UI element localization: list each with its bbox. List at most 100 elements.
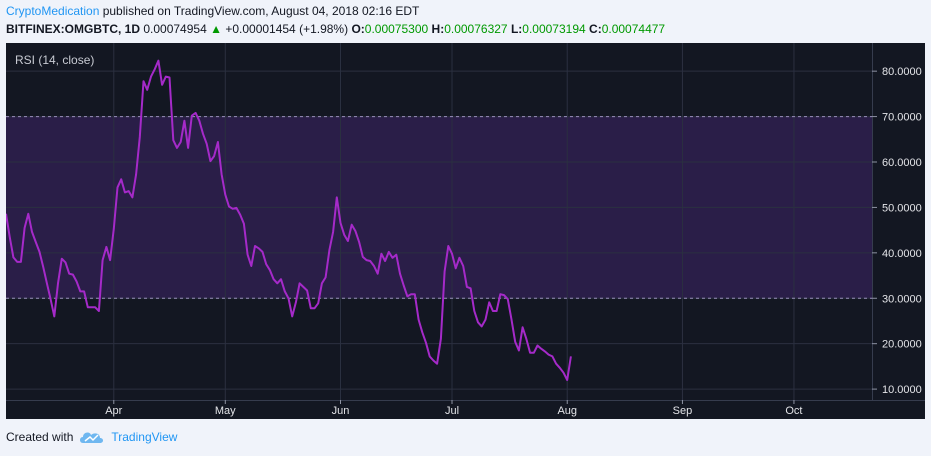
x-tick-label: Aug xyxy=(557,405,577,417)
rsi-point xyxy=(525,338,527,340)
rsi-point xyxy=(436,363,438,365)
rsi-chart[interactable]: 80.0000 70.0000 60.0000 50.0000 40.0000 30.00… xyxy=(5,43,925,419)
rsi-point xyxy=(403,285,405,287)
rsi-point xyxy=(544,350,546,352)
ticker-line: BITFINEX:OMGBTC, 1D 0.00074954 ▲ +0.0000… xyxy=(6,21,665,37)
rsi-point xyxy=(154,68,156,70)
rsi-point xyxy=(206,143,208,145)
rsi-point xyxy=(64,261,66,263)
rsi-point xyxy=(555,363,557,365)
rsi-point xyxy=(146,89,148,91)
close-label: C: xyxy=(589,22,602,36)
symbol-label: BITFINEX:OMGBTC, 1D xyxy=(6,22,140,36)
y-tick-label: 40.0000 xyxy=(882,248,922,260)
rsi-point xyxy=(172,139,174,141)
rsi-point xyxy=(109,259,111,261)
up-arrow-icon: ▲ xyxy=(210,22,222,36)
rsi-point xyxy=(79,290,81,292)
rsi-point xyxy=(169,77,171,79)
y-tick-label: 70.0000 xyxy=(882,112,922,124)
y-tick-label: 50.0000 xyxy=(882,202,922,214)
x-tick-label: Oct xyxy=(785,405,802,417)
rsi-point xyxy=(180,141,182,143)
rsi-point xyxy=(451,253,453,255)
rsi-point xyxy=(221,173,223,175)
rsi-point xyxy=(559,367,561,369)
low-label: L: xyxy=(510,22,523,36)
author-link[interactable]: CryptoMedication xyxy=(6,4,100,18)
rsi-point xyxy=(280,278,282,280)
rsi-point xyxy=(191,115,193,117)
rsi-point xyxy=(31,231,33,233)
rsi-point xyxy=(299,282,301,284)
rsi-point xyxy=(466,286,468,288)
rsi-point xyxy=(165,76,167,78)
y-tick-label: 30.0000 xyxy=(882,293,922,305)
rsi-point xyxy=(470,287,472,289)
rsi-point xyxy=(46,282,48,284)
rsi-point xyxy=(176,147,178,149)
rsi-point xyxy=(533,352,535,354)
rsi-point xyxy=(399,273,401,275)
rsi-point xyxy=(492,310,494,312)
rsi-point xyxy=(462,265,464,267)
rsi-point xyxy=(418,319,420,321)
rsi-point xyxy=(120,178,122,180)
rsi-point xyxy=(570,355,572,357)
tradingview-link[interactable]: TradingView xyxy=(111,430,178,444)
rsi-point xyxy=(499,293,501,295)
rsi-point xyxy=(488,301,490,303)
rsi-point xyxy=(540,348,542,350)
rsi-point xyxy=(563,372,565,374)
rsi-point xyxy=(38,251,40,253)
rsi-point xyxy=(328,249,330,251)
rsi-point xyxy=(384,260,386,262)
rsi-point xyxy=(209,160,211,162)
open-value: 0.00075300 xyxy=(364,22,429,36)
rsi-point xyxy=(366,259,368,261)
publish-info: published on TradingView.com, August 04,… xyxy=(99,4,420,18)
rsi-point xyxy=(16,261,18,263)
price-change: +0.00001454 (+1.98%) xyxy=(225,22,349,36)
rsi-point xyxy=(187,147,189,149)
rsi-point xyxy=(507,298,509,300)
rsi-point xyxy=(90,306,92,308)
rsi-point xyxy=(395,254,397,256)
rsi-chart-svg[interactable]: 80.0000 70.0000 60.0000 50.0000 40.0000 30.00… xyxy=(5,43,925,419)
rsi-point xyxy=(50,298,52,300)
rsi-point xyxy=(518,349,520,351)
low-value: 0.00073194 xyxy=(522,22,586,36)
rsi-point xyxy=(566,379,568,381)
rsi-point xyxy=(336,196,338,198)
created-with-text: Created with xyxy=(6,430,74,444)
rsi-point xyxy=(432,359,434,361)
rsi-point xyxy=(522,326,524,328)
rsi-point xyxy=(250,265,252,267)
y-tick-label: 60.0000 xyxy=(882,157,922,169)
rsi-point xyxy=(306,290,308,292)
rsi-point xyxy=(135,173,137,175)
time-axis: Apr May Jun Jul Aug Sep Oct xyxy=(105,400,803,417)
rsi-point xyxy=(325,276,327,278)
rsi-point xyxy=(232,208,234,210)
rsi-point xyxy=(447,245,449,247)
rsi-point xyxy=(273,278,275,280)
rsi-point xyxy=(57,282,59,284)
rsi-point xyxy=(105,246,107,248)
rsi-point xyxy=(61,258,63,260)
rsi-point xyxy=(102,259,104,261)
rsi-point xyxy=(373,265,375,267)
rsi-point xyxy=(284,290,286,292)
rsi-point xyxy=(458,257,460,259)
rsi-point xyxy=(94,306,96,308)
rsi-point xyxy=(53,315,55,317)
rsi-point xyxy=(143,80,145,82)
rsi-point xyxy=(161,84,163,86)
rsi-point xyxy=(228,206,230,208)
rsi-point xyxy=(536,344,538,346)
rsi-point xyxy=(98,310,100,312)
rsi-point xyxy=(358,241,360,243)
rsi-point xyxy=(291,315,293,317)
rsi-point xyxy=(477,321,479,323)
y-tick-label: 80.0000 xyxy=(882,66,922,78)
